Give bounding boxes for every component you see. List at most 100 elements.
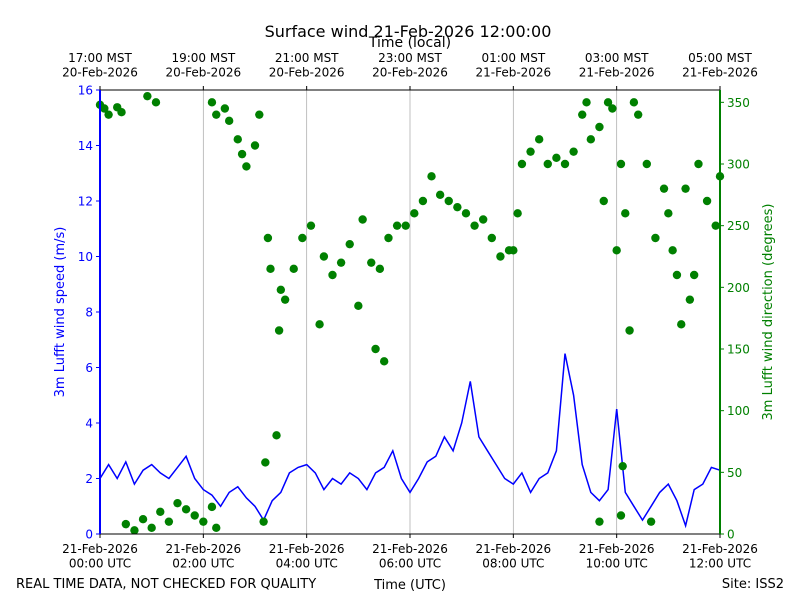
- direction-point: [121, 519, 131, 529]
- y-tick-label: 8: [85, 306, 93, 320]
- direction-point: [552, 153, 561, 163]
- x2-tick-label: 03:00 MST 21-Feb-2026: [579, 51, 655, 79]
- y2-axis-label: 3m Lufft wind direction (degrees): [761, 204, 776, 421]
- direction-point: [603, 98, 613, 107]
- direction-point: [702, 196, 712, 206]
- direction-point: [401, 221, 410, 230]
- direction-point: [470, 221, 479, 230]
- direction-point: [263, 233, 273, 243]
- direction-point: [261, 458, 270, 467]
- direction-point: [212, 110, 221, 119]
- x-tick-label: 21-Feb-2026 06:00 UTC: [372, 542, 448, 570]
- direction-point: [569, 147, 578, 156]
- direction-point: [642, 159, 652, 169]
- x2-tick-label: 23:00 MST 20-Feb-2026: [372, 51, 448, 79]
- direction-point: [375, 264, 385, 274]
- y2-tick-label: 200: [727, 281, 750, 295]
- direction-point: [384, 233, 393, 243]
- direction-point: [689, 270, 699, 280]
- x2-axis-label: Time (local): [368, 35, 451, 51]
- direction-point: [242, 162, 251, 171]
- x-tick-label: 21-Feb-2026 12:00 UTC: [682, 542, 758, 570]
- direction-point: [354, 301, 363, 311]
- direction-point: [151, 98, 161, 107]
- y-tick-label: 4: [85, 417, 93, 431]
- y-axis-label: 3m Lufft wind speed (m/s): [53, 227, 68, 398]
- direction-point: [629, 98, 639, 107]
- direction-point: [392, 221, 402, 230]
- x-tick-label: 21-Feb-2026 08:00 UTC: [475, 542, 551, 570]
- direction-point: [328, 270, 337, 280]
- y2-tick-label: 150: [727, 343, 750, 357]
- direction-point: [117, 108, 126, 117]
- direction-point: [319, 252, 329, 261]
- direction-point: [595, 122, 604, 132]
- direction-point: [651, 233, 660, 243]
- direction-point: [453, 202, 462, 212]
- direction-point: [199, 517, 208, 526]
- direction-point: [560, 159, 570, 169]
- footnote: Site: ISS2: [722, 577, 784, 592]
- y-tick-label: 14: [78, 139, 93, 153]
- direction-point: [612, 246, 621, 255]
- direction-point: [681, 184, 690, 193]
- direction-point: [461, 209, 471, 218]
- direction-point: [608, 104, 617, 113]
- chart-title: Surface wind 21-Feb-2026 12:00:00: [265, 22, 552, 41]
- direction-point: [190, 511, 199, 520]
- direction-point: [224, 116, 234, 126]
- direction-point: [266, 264, 275, 274]
- direction-point: [274, 326, 284, 335]
- direction-point: [181, 505, 191, 514]
- direction-point: [259, 517, 268, 526]
- direction-point: [487, 233, 497, 243]
- y2-tick-label: 300: [727, 158, 750, 172]
- direction-point: [345, 239, 354, 249]
- direction-point: [444, 196, 453, 206]
- y2-tick-label: 250: [727, 219, 750, 233]
- direction-point: [367, 258, 376, 267]
- y-tick-label: 2: [85, 472, 93, 486]
- direction-point: [595, 517, 604, 526]
- y-tick-label: 6: [85, 361, 93, 375]
- direction-point: [289, 264, 298, 274]
- direction-point: [143, 91, 152, 101]
- x2-tick-label: 05:00 MST 21-Feb-2026: [682, 51, 758, 79]
- direction-point: [616, 159, 626, 169]
- direction-point: [711, 221, 720, 230]
- direction-point: [207, 502, 217, 512]
- x2-tick-label: 01:00 MST 21-Feb-2026: [475, 51, 551, 79]
- direction-point: [517, 159, 527, 169]
- direction-point: [276, 285, 286, 294]
- direction-point: [618, 461, 627, 471]
- direction-point: [255, 110, 264, 119]
- direction-point: [478, 215, 488, 224]
- direction-point: [659, 184, 669, 193]
- direction-point: [130, 526, 139, 535]
- direction-point: [586, 135, 596, 144]
- y-tick-label: 12: [78, 195, 93, 209]
- direction-point: [272, 431, 281, 440]
- direction-point: [220, 104, 230, 113]
- y2-tick-label: 100: [727, 404, 750, 418]
- direction-point: [207, 98, 217, 107]
- y2-tick-label: 50: [727, 466, 742, 480]
- direction-point: [371, 344, 380, 354]
- direction-point: [435, 190, 445, 200]
- direction-point: [280, 295, 290, 304]
- direction-point: [685, 295, 695, 304]
- y2-tick-label: 0: [727, 528, 735, 542]
- x-tick-label: 21-Feb-2026 02:00 UTC: [165, 542, 241, 570]
- direction-point: [616, 511, 626, 520]
- direction-point: [427, 172, 436, 181]
- direction-point: [578, 110, 587, 119]
- direction-point: [672, 270, 682, 280]
- x2-tick-label: 19:00 MST 20-Feb-2026: [165, 51, 241, 79]
- x-tick-label: 21-Feb-2026 00:00 UTC: [62, 542, 138, 570]
- direction-point: [625, 326, 634, 335]
- y-tick-label: 0: [85, 528, 93, 542]
- direction-point: [237, 149, 247, 159]
- direction-point: [100, 104, 109, 113]
